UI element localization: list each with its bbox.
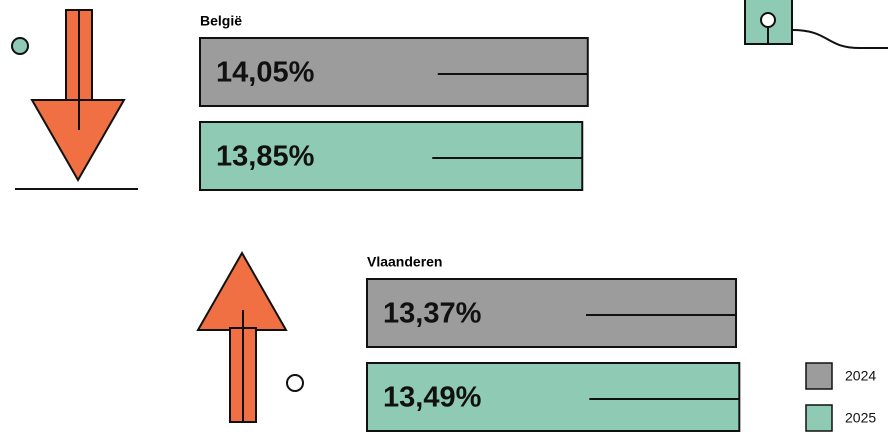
legend-label: 2024 — [845, 368, 876, 384]
legend-swatch — [805, 404, 833, 432]
category-label: Vlaanderen — [367, 254, 442, 270]
legend-label: 2025 — [845, 410, 876, 426]
decoration — [11, 0, 888, 423]
value-label: 13,49% — [383, 382, 482, 414]
value-label: 13,85% — [216, 141, 315, 173]
category-label: België — [200, 13, 242, 29]
bar — [199, 121, 584, 191]
bar — [366, 278, 738, 348]
value-label: 13,37% — [383, 298, 482, 330]
bar — [199, 37, 589, 107]
value-label: 14,05% — [216, 57, 315, 89]
legend-swatch — [805, 362, 833, 390]
bar — [366, 362, 741, 432]
